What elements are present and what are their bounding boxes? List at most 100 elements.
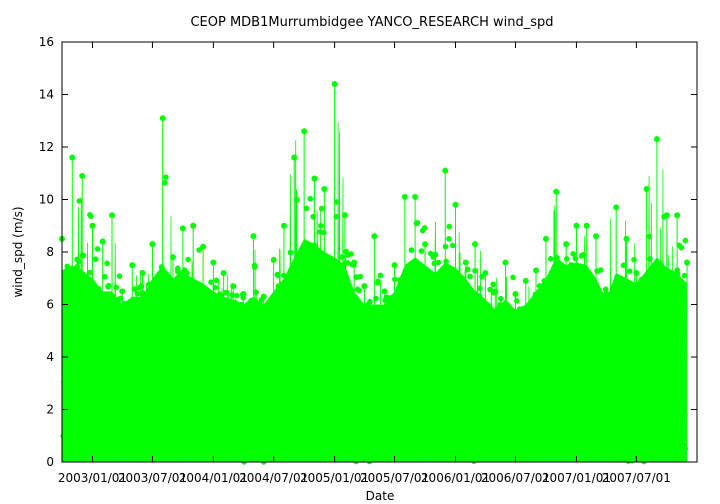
data-point-230 — [212, 284, 218, 291]
data-point-362 — [64, 263, 71, 270]
data-point-887 — [364, 365, 370, 371]
data-point-866 — [639, 305, 646, 312]
data-point-329 — [479, 361, 486, 368]
data-point-658 — [568, 262, 574, 268]
peak-point-11 — [169, 254, 176, 261]
data-point-615 — [446, 236, 452, 242]
data-point-205 — [668, 345, 674, 352]
data-point-19 — [375, 384, 381, 391]
data-point-405 — [288, 339, 294, 345]
data-point-795 — [75, 258, 82, 265]
data-point-400 — [435, 259, 442, 266]
data-point-48 — [178, 333, 184, 340]
data-point-319 — [446, 223, 453, 230]
data-point-726 — [328, 312, 335, 318]
data-point-578 — [434, 381, 441, 388]
data-point-439 — [466, 397, 473, 403]
peak-point-52 — [583, 222, 590, 229]
data-point-94 — [225, 326, 231, 333]
data-point-608 — [80, 324, 86, 331]
data-point-778 — [369, 328, 376, 335]
data-point-369 — [392, 324, 398, 331]
data-point-60 — [564, 371, 571, 378]
data-point-569 — [623, 350, 629, 356]
data-point-263 — [251, 264, 258, 270]
data-point-753 — [261, 429, 268, 435]
data-point-665 — [656, 381, 663, 387]
data-point-10 — [234, 455, 240, 462]
data-point-737 — [497, 302, 503, 308]
data-point-277 — [506, 421, 512, 427]
data-point-622 — [84, 383, 91, 389]
data-point-52 — [431, 298, 437, 304]
data-point-441 — [491, 379, 498, 386]
data-point-560 — [598, 314, 604, 321]
data-point-353 — [380, 359, 387, 365]
peak-point-3 — [89, 222, 96, 229]
peak-point-15 — [210, 259, 217, 266]
data-point-836 — [397, 287, 404, 294]
data-point-709 — [420, 227, 426, 234]
peak-point-62 — [684, 259, 691, 266]
data-point-572 — [611, 454, 618, 461]
x-axis-label: Date — [366, 489, 395, 503]
data-point-188 — [117, 436, 123, 443]
data-point-736 — [467, 364, 474, 371]
data-point-549 — [668, 338, 674, 345]
data-point-255 — [76, 198, 83, 204]
data-point-98 — [669, 360, 676, 366]
data-point-729 — [180, 436, 187, 442]
data-point-690 — [662, 440, 668, 447]
data-point-777 — [205, 371, 211, 377]
data-point-814 — [305, 330, 312, 336]
data-point-837 — [228, 411, 234, 418]
data-point-648 — [121, 300, 128, 307]
data-point-674 — [246, 456, 252, 462]
data-point-117 — [274, 355, 281, 361]
data-point-32 — [648, 292, 654, 299]
data-point-457 — [138, 283, 145, 290]
data-point-449 — [181, 390, 187, 397]
data-point-644 — [145, 292, 151, 299]
data-point-662 — [235, 426, 242, 433]
data-point-354 — [125, 449, 132, 455]
data-point-691 — [620, 262, 627, 269]
data-point-492 — [70, 417, 77, 424]
peak-point-42 — [482, 270, 489, 276]
data-point-833 — [163, 454, 170, 461]
data-point-872 — [166, 323, 172, 330]
data-point-559 — [428, 452, 435, 459]
data-point-335 — [323, 382, 330, 388]
data-point-478 — [202, 343, 208, 349]
data-point-875 — [345, 252, 351, 258]
data-point-886 — [365, 360, 372, 366]
data-point-547 — [125, 453, 131, 460]
data-point-623 — [104, 260, 110, 267]
data-point-656 — [442, 272, 448, 279]
data-point-688 — [407, 296, 413, 303]
data-point-129 — [62, 425, 68, 432]
data-point-541 — [536, 419, 542, 426]
data-point-344 — [343, 283, 349, 289]
peak-point-40 — [462, 259, 469, 266]
data-point-365 — [676, 242, 683, 249]
data-point-147 — [422, 425, 428, 431]
data-point-160 — [269, 428, 276, 435]
data-point-681 — [568, 380, 575, 386]
data-point-609 — [167, 288, 174, 295]
peak-point-13 — [190, 222, 197, 229]
data-point-424 — [74, 263, 81, 270]
data-point-649 — [547, 392, 553, 399]
data-point-636 — [622, 402, 628, 408]
data-point-764 — [87, 269, 93, 276]
x-axis: 2003/01/012003/07/012004/01/012004/07/01… — [58, 42, 671, 485]
data-point-537 — [637, 409, 643, 415]
data-point-721 — [203, 357, 210, 364]
y-tick-label-0: 0 — [46, 455, 54, 469]
data-point-463 — [472, 332, 479, 338]
data-point-216 — [681, 272, 688, 279]
data-point-727 — [384, 417, 390, 423]
data-point-485 — [215, 393, 222, 399]
data-point-40 — [545, 397, 551, 403]
data-point-561 — [110, 427, 117, 434]
